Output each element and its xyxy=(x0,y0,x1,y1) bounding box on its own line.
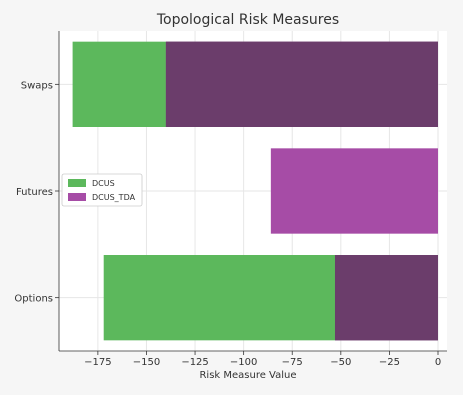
legend-swatch-dcus xyxy=(68,179,86,187)
legend-swatch-dcus-tda xyxy=(68,193,86,201)
bar-overlap-swaps xyxy=(165,41,438,127)
x-axis-label: Risk Measure Value xyxy=(199,370,296,381)
bars xyxy=(72,41,438,341)
legend-label-dcus-tda: DCUS_TDA xyxy=(92,193,136,202)
y-tick-label: Futures xyxy=(16,187,53,198)
x-tick-label: −50 xyxy=(330,357,351,368)
bar-overlap-options xyxy=(334,255,438,341)
bar-dcus-tda-futures xyxy=(270,148,438,234)
x-tick-label: −100 xyxy=(230,357,257,368)
x-tick-label: −75 xyxy=(282,357,303,368)
x-tick-label: −25 xyxy=(379,357,400,368)
x-tick-label: −125 xyxy=(181,357,208,368)
x-tick-label: −175 xyxy=(84,357,111,368)
legend: DCUS DCUS_TDA xyxy=(61,173,143,207)
y-tick-label: Swaps xyxy=(21,80,53,91)
x-tick-label: −150 xyxy=(133,357,160,368)
legend-label-dcus: DCUS xyxy=(92,179,115,188)
axes: −175 −150 −125 −100 −75 −50 −25 0 Options Futures… xyxy=(14,31,447,368)
y-tick-label: Options xyxy=(14,294,53,305)
x-tick-label: 0 xyxy=(435,357,441,368)
chart-title: Topological Risk Measures xyxy=(156,12,339,28)
